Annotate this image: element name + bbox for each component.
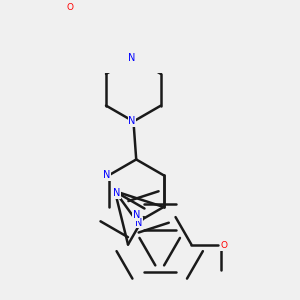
Text: N: N	[128, 53, 136, 63]
Text: N: N	[128, 116, 136, 126]
Text: O: O	[220, 242, 227, 250]
Text: N: N	[133, 210, 140, 220]
Text: N: N	[135, 218, 142, 228]
Text: O: O	[66, 3, 74, 12]
Text: N: N	[113, 188, 121, 198]
Text: N: N	[103, 170, 110, 180]
